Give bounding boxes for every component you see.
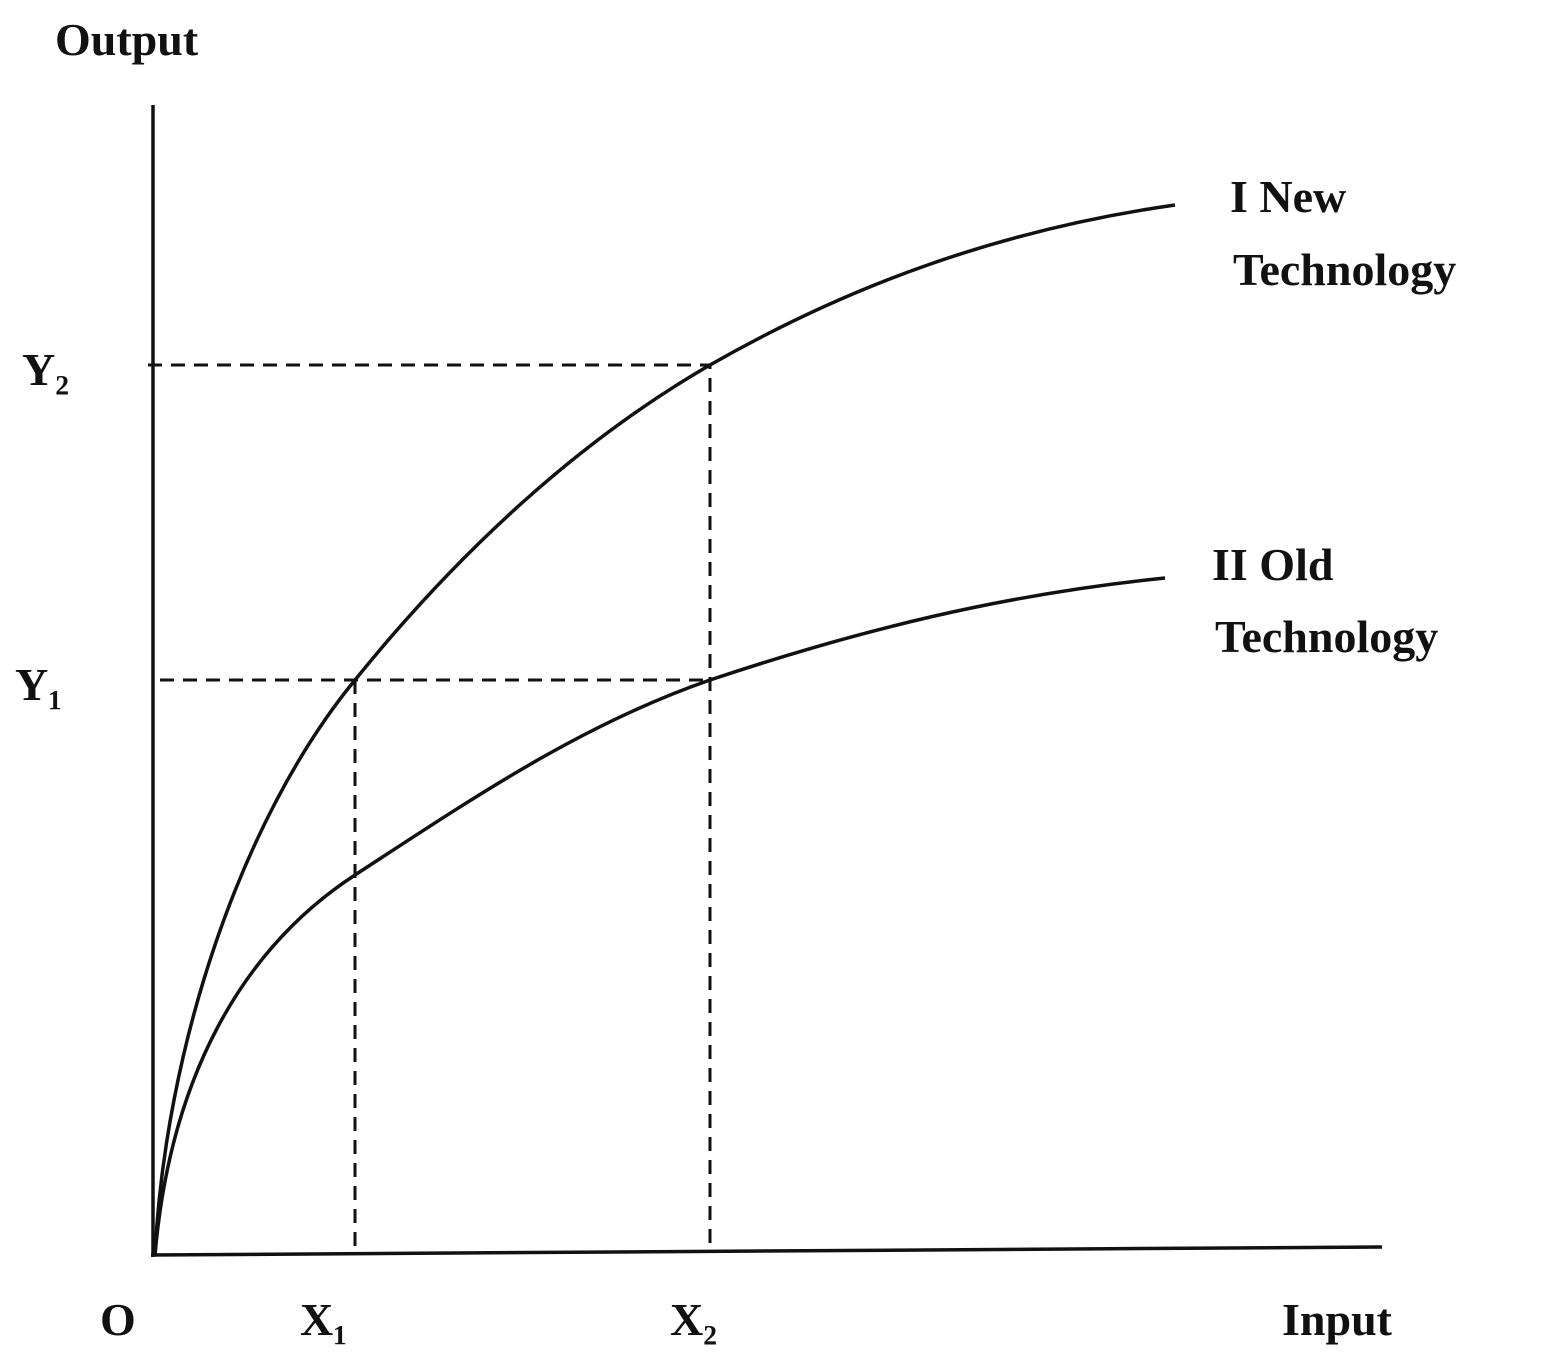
y-axis-label: Output: [55, 14, 199, 65]
origin-label: O: [100, 1294, 136, 1345]
curve-label: I New: [1230, 171, 1346, 222]
x1-label: X₁: [300, 1294, 347, 1345]
x2-label: X₂: [670, 1294, 717, 1345]
y2-x2-guide: [148, 363, 712, 1253]
curve-label: Technology: [1233, 244, 1456, 295]
new-technology-curve: [153, 203, 1176, 1256]
old-technology-curve: [153, 576, 1166, 1256]
x-axis-label: Input: [1282, 1294, 1393, 1345]
curve-label: Technology: [1215, 611, 1438, 662]
curve-label: II Old: [1212, 539, 1334, 590]
y2-label: Y₂: [22, 344, 69, 395]
y1-label: Y₁: [15, 659, 62, 710]
x-axis: [150, 1245, 1383, 1257]
